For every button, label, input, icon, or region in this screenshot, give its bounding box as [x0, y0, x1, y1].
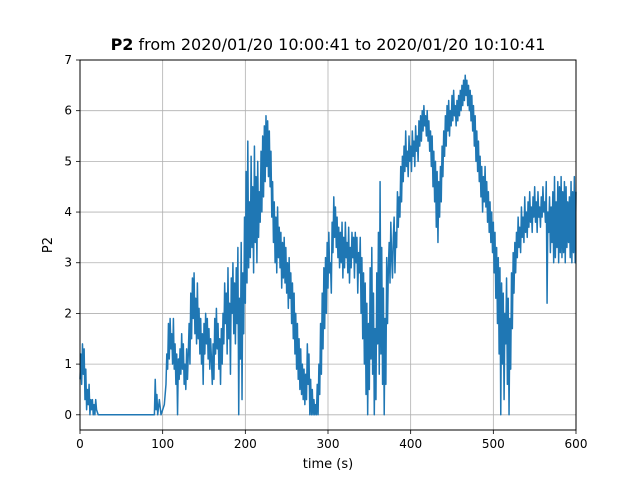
x-tick-label: 500 — [482, 437, 505, 451]
y-tick-label: 2 — [64, 306, 72, 320]
y-tick-label: 6 — [64, 104, 72, 118]
x-tick-label: 200 — [234, 437, 257, 451]
x-axis-ticks: 0 100 200 300 400 500 600 — [76, 430, 587, 451]
chart-title: P2 from 2020/01/20 10:00:41 to 2020/01/2… — [111, 35, 546, 54]
x-tick-label: 600 — [565, 437, 588, 451]
y-axis-label: P2 — [41, 237, 56, 253]
chart-title-rest: from 2020/01/20 10:00:41 to 2020/01/20 1… — [133, 35, 545, 54]
x-tick-label: 300 — [317, 437, 340, 451]
chart-title-bold: P2 — [111, 35, 134, 54]
y-tick-label: 1 — [64, 357, 72, 371]
series-line — [79, 74, 577, 416]
x-tick-label: 100 — [151, 437, 174, 451]
y-tick-label: 5 — [64, 154, 72, 168]
y-tick-label: 4 — [64, 205, 72, 219]
y-tick-label: 3 — [64, 256, 72, 270]
x-tick-label: 400 — [399, 437, 422, 451]
y-tick-label: 7 — [64, 53, 72, 67]
y-axis-ticks: 0 1 2 3 4 5 6 7 — [64, 53, 80, 422]
y-tick-label: 0 — [64, 408, 72, 422]
series-layer — [79, 74, 577, 416]
x-axis-label: time (s) — [303, 457, 353, 472]
x-tick-label: 0 — [76, 437, 84, 451]
